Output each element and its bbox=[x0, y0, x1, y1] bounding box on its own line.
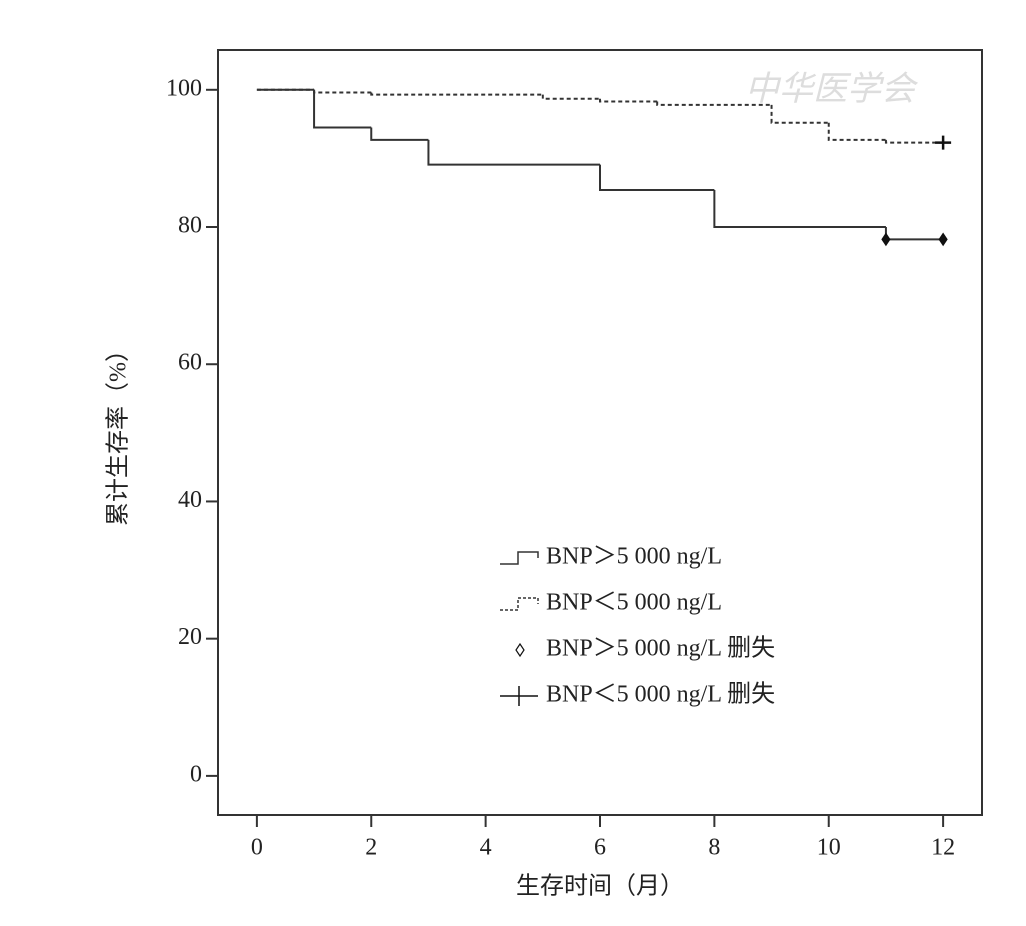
legend-symbol bbox=[500, 551, 539, 565]
survival-step bbox=[770, 104, 829, 124]
y-tick-label: 100 bbox=[166, 75, 202, 101]
survival-step bbox=[713, 189, 886, 229]
x-tick-label: 2 bbox=[365, 835, 377, 861]
survival-step bbox=[827, 122, 886, 141]
survival-step bbox=[656, 101, 772, 106]
x-tick-label: 0 bbox=[251, 835, 263, 861]
censor-marker bbox=[938, 232, 948, 247]
survival-step bbox=[541, 94, 600, 100]
survival-step bbox=[599, 164, 715, 191]
x-tick-label: 8 bbox=[708, 835, 720, 861]
legend-symbol bbox=[500, 597, 539, 611]
watermark: 中华医学会 bbox=[745, 71, 919, 108]
y-tick-label: 60 bbox=[178, 350, 202, 376]
survival-step bbox=[599, 98, 658, 103]
survival-step bbox=[427, 139, 600, 166]
legend-symbol bbox=[500, 686, 538, 706]
legend-label: BNP＞5 000 ng/L bbox=[546, 544, 722, 570]
x-axis-label: 生存时间（月） bbox=[516, 873, 684, 900]
x-tick-label: 12 bbox=[931, 835, 955, 861]
survival-step bbox=[884, 139, 944, 144]
survival-step bbox=[370, 92, 543, 96]
censor-marker bbox=[881, 232, 891, 247]
legend-label: BNP＜5 000 ng/L bbox=[546, 590, 722, 616]
survival-step bbox=[313, 89, 372, 129]
x-tick-label: 4 bbox=[480, 835, 492, 861]
legend-label: BNP＜5 000 ng/L 删失 bbox=[546, 681, 775, 708]
y-axis-label: 累计生存率（%） bbox=[105, 338, 132, 526]
survival-step bbox=[884, 227, 944, 241]
y-tick-label: 20 bbox=[178, 624, 202, 650]
survival-step bbox=[370, 127, 429, 141]
survival-step bbox=[313, 89, 372, 94]
x-tick-label: 10 bbox=[817, 835, 841, 861]
x-tick-label: 6 bbox=[594, 835, 606, 861]
legend-symbol bbox=[515, 642, 525, 658]
censor-marker bbox=[935, 135, 952, 150]
y-tick-label: 40 bbox=[178, 487, 202, 513]
legend-label: BNP＞5 000 ng/L 删失 bbox=[546, 635, 775, 662]
y-tick-label: 0 bbox=[190, 761, 202, 787]
y-tick-label: 80 bbox=[178, 213, 202, 239]
